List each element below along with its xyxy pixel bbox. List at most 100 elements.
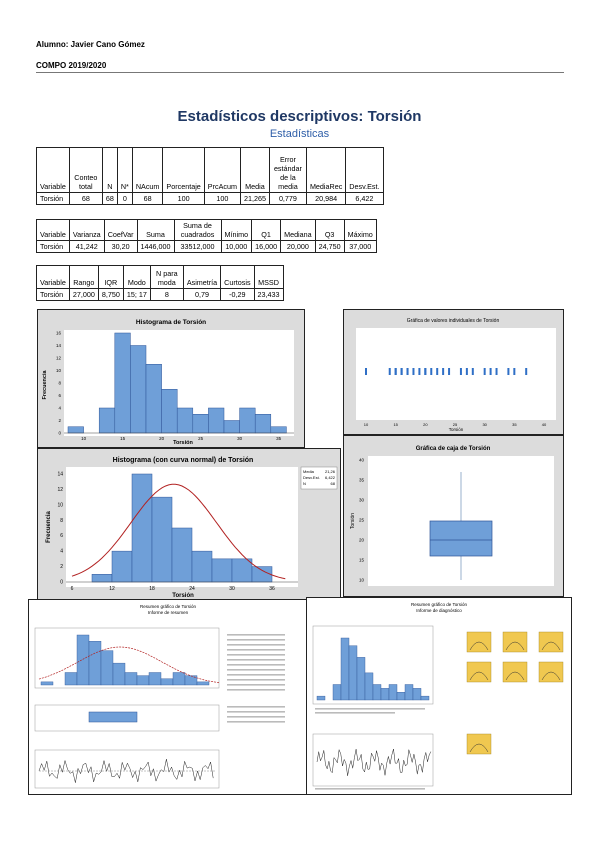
hist1-ytick: 16 [56, 331, 62, 336]
indiv-point [448, 368, 451, 375]
t1-c3: 0 [116, 192, 133, 205]
header-divider [36, 72, 564, 73]
t3-c3: 15; 17 [122, 288, 151, 301]
t2-c5: 10,000 [220, 240, 253, 253]
diagnostic-hist-bar [316, 695, 326, 701]
summary-hist-bar [64, 672, 78, 686]
summary-stat-line [227, 654, 285, 656]
hist2-title: Histograma (con curva normal) de Torsión [113, 457, 254, 464]
boxplot-panel: Gráfica de caja de Torsión 40 35 30 25 20 15 1… [343, 435, 564, 597]
t2-h-suma: Suma [136, 219, 175, 241]
report1-title: Resumen gráfico de Torsión [140, 604, 196, 609]
hist1-bar [161, 389, 178, 434]
hist2-xtick: 12 [109, 586, 115, 592]
indiv-xtick: 30 [482, 422, 487, 427]
indiv-point [436, 368, 439, 375]
t1-c2: 68 [101, 192, 118, 205]
t1-h-media: Media [239, 147, 270, 193]
page-subtitle: Estadísticas [269, 128, 330, 140]
t3-h-variable: Variable [36, 265, 70, 289]
diagnostic-thumb-shape [469, 743, 489, 753]
hist2-ytick: 10 [57, 502, 63, 508]
summary-normal-curve [38, 646, 220, 683]
diagnostic-thumb-shape [505, 641, 525, 651]
hist1-bar [130, 345, 147, 434]
indiv-xtick: 25 [453, 422, 458, 427]
indiv-svg: Gráfica de valores individuales de Torsi… [356, 318, 556, 432]
diagnostic-caption-line [315, 708, 425, 710]
indiv-title: Gráfica de valores individuales de Torsi… [407, 318, 500, 324]
t1-h-prcacum: PrcAcum [203, 147, 241, 193]
boxplot-ytick: 15 [359, 558, 365, 563]
summary-stat-line [227, 669, 285, 671]
student-name: Alumno: Javier Cano Gómez [36, 40, 145, 49]
indiv-xlabel: Torsión [449, 427, 464, 432]
hist1-bar [254, 414, 272, 434]
hist1-bar [98, 407, 116, 434]
diagnostic-hist-bar [388, 684, 398, 701]
hist2-ytick: 2 [60, 564, 63, 570]
t3-c6: -0,29 [220, 288, 255, 301]
t2-h-q1: Q1 [251, 219, 282, 241]
t2-c4: 33512,000 [173, 240, 222, 253]
boxplot-box [429, 520, 493, 557]
diagnostic-hist-bar [404, 684, 414, 701]
summary-hist-bar [148, 672, 162, 686]
summary-hist-bar [100, 650, 114, 686]
t2-h-q3: Q3 [314, 219, 345, 241]
diagnostic-hist-bar [340, 637, 350, 701]
t3-h-asimetria: Asimetría [182, 265, 222, 289]
t2-c1: 41,242 [68, 240, 105, 253]
summary-stat-line [227, 689, 285, 691]
indiv-xtick: 10 [364, 422, 369, 427]
hist1-xtick: 10 [81, 436, 87, 441]
diagnostic-hist-bar [356, 657, 366, 701]
hist2-ytick: 0 [60, 580, 63, 586]
t1-c4: 68 [131, 192, 164, 205]
hist2-xtick: 18 [149, 586, 155, 592]
indiv-point [412, 368, 415, 375]
report1-subtitle: Informe de resumen [148, 610, 189, 615]
t2-c3: 1446,000 [136, 240, 175, 253]
diagnostic-hist-bar [420, 695, 430, 701]
hist1-bar [114, 332, 131, 434]
t3-h-curtosis: Curtosis [220, 265, 255, 289]
t2-h-variable: Variable [36, 219, 70, 241]
diagnostic-hist-bar [412, 688, 422, 701]
hist1-ytick: 6 [58, 393, 61, 398]
indiv-point [430, 368, 433, 375]
indiv-point [394, 368, 397, 375]
diagnostic-thumb-shape [505, 671, 525, 681]
summary-hist-bar [160, 678, 174, 686]
indiv-point [525, 368, 528, 375]
indiv-point [495, 368, 498, 375]
hist2-xtick: 36 [269, 586, 275, 592]
boxplot-ytick: 25 [359, 518, 365, 523]
diagnostic-hist-bar [332, 684, 342, 701]
hist2-xtick: 6 [71, 586, 74, 592]
summary-ci-line [227, 721, 285, 723]
t3-h-nmoda: N para moda [149, 265, 184, 289]
indiv-point [471, 368, 474, 375]
hist1-xtick: 35 [276, 436, 282, 441]
legend-desvest-label: Desv.Est. [303, 475, 320, 480]
hist2-ytick: 14 [57, 472, 63, 478]
indiv-point [459, 368, 462, 375]
hist1-bar [223, 420, 240, 434]
boxplot-title: Gráfica de caja de Torsión [416, 446, 491, 452]
t1-c1: 68 [68, 192, 103, 205]
summary-box [88, 711, 138, 723]
legend-media-label: Media [303, 469, 315, 474]
hist1-ytick: 4 [58, 406, 61, 411]
hist2-xtick: 24 [189, 586, 195, 592]
t2-h-varianza: Varianza [68, 219, 105, 241]
hist1-ytick: 12 [56, 356, 62, 361]
summary-hist-bar [196, 681, 210, 686]
t2-h-coefvar: CoefVar [103, 219, 138, 241]
report2-subtitle: Informe de diagnóstico [416, 608, 462, 613]
diagnostic-hist-bar [348, 645, 358, 701]
diagnostic-thumb-shape [469, 641, 489, 651]
t3-c4: 8 [149, 288, 184, 301]
t2-h-mediana: Mediana [280, 219, 316, 241]
summary-hist-bar [76, 634, 90, 686]
